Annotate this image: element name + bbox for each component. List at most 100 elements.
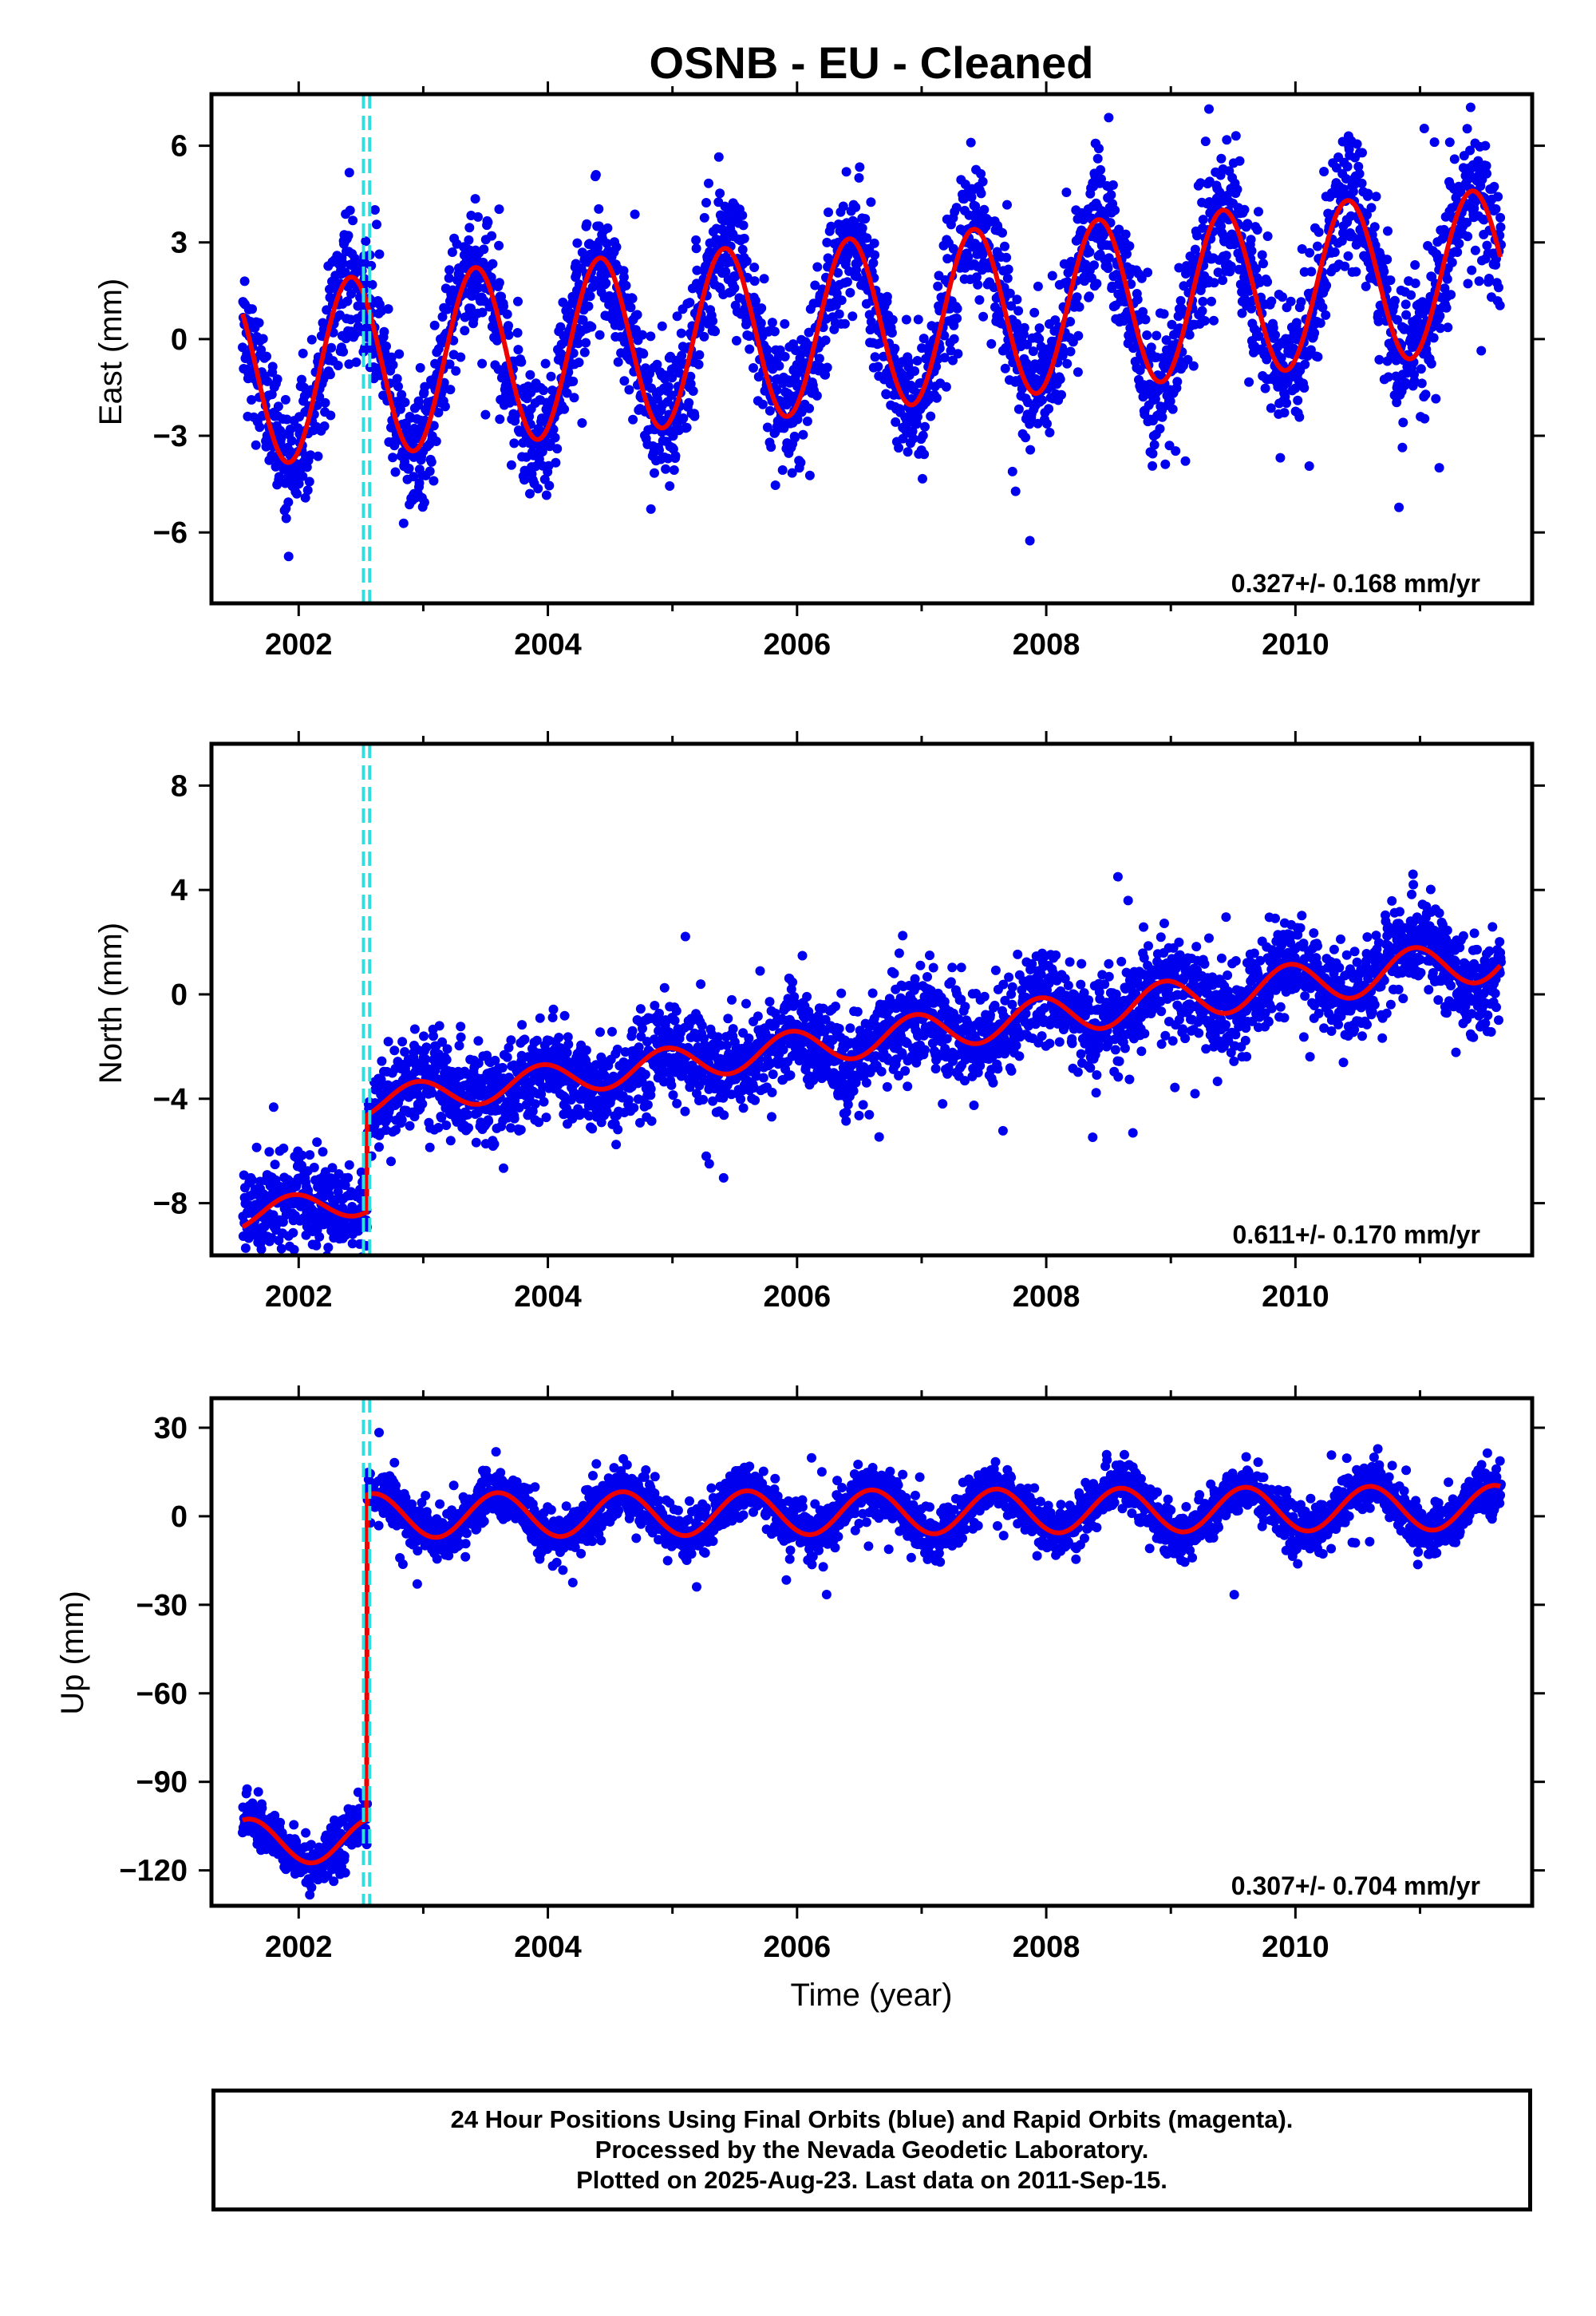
data-point — [513, 345, 523, 355]
data-point — [697, 1021, 707, 1031]
data-point — [548, 425, 559, 435]
y-tick-label: 3 — [171, 227, 188, 260]
data-point — [1373, 316, 1384, 326]
data-point — [866, 197, 876, 207]
data-point — [313, 451, 323, 461]
data-point — [1096, 174, 1106, 184]
data-point — [413, 396, 424, 406]
data-point — [429, 476, 439, 486]
figure-title: OSNB - EU - Cleaned — [650, 38, 1094, 88]
data-point — [429, 320, 440, 330]
data-point — [1244, 377, 1254, 387]
data-point — [283, 551, 294, 562]
data-point — [669, 465, 679, 475]
data-point — [640, 1069, 650, 1080]
data-point — [402, 424, 413, 434]
x-tick-label: 2008 — [1013, 628, 1080, 662]
data-point — [579, 347, 590, 358]
data-point — [1400, 299, 1411, 310]
data-point — [1104, 113, 1114, 123]
data-point — [1246, 235, 1256, 245]
data-point — [1184, 330, 1195, 340]
data-point — [281, 513, 291, 524]
east-rate-label: 0.327+/- 0.168 mm/yr — [1231, 569, 1480, 598]
east-model-line — [240, 188, 1503, 465]
data-point — [577, 418, 587, 428]
data-point — [1443, 322, 1453, 333]
data-point — [1495, 300, 1505, 310]
data-point — [1393, 314, 1402, 325]
data-point — [1482, 240, 1492, 251]
data-point — [1254, 331, 1264, 342]
data-point — [583, 301, 594, 311]
x-tick-label: 2006 — [764, 628, 832, 662]
data-point — [1329, 247, 1340, 257]
data-point — [1057, 389, 1066, 400]
data-point — [562, 1048, 572, 1058]
data-point — [267, 362, 278, 372]
data-point — [395, 404, 405, 414]
data-point — [1192, 231, 1203, 241]
data-point — [1037, 395, 1047, 405]
data-point — [1061, 188, 1072, 197]
data-point — [774, 361, 784, 371]
data-point — [979, 204, 990, 215]
data-point — [948, 355, 958, 366]
data-point — [1106, 190, 1116, 200]
data-point — [710, 326, 721, 337]
data-point — [823, 253, 833, 263]
data-point — [1142, 330, 1152, 340]
data-point — [1319, 167, 1329, 176]
data-point — [1442, 274, 1452, 284]
data-point — [344, 1160, 354, 1170]
data-point — [1379, 267, 1389, 277]
data-point — [907, 426, 918, 437]
data-point — [1279, 408, 1290, 418]
data-point — [1452, 247, 1463, 257]
data-point — [1213, 267, 1223, 278]
data-point — [798, 429, 808, 440]
data-point — [917, 343, 927, 354]
data-point — [497, 1062, 508, 1073]
data-point — [1266, 296, 1277, 306]
data-point — [913, 314, 923, 325]
data-point — [405, 1120, 415, 1131]
data-point — [704, 178, 713, 188]
data-point — [494, 204, 504, 215]
data-point — [1148, 460, 1158, 471]
data-point — [1381, 284, 1392, 294]
data-point — [1321, 280, 1332, 290]
data-point — [544, 480, 555, 491]
data-point — [1179, 281, 1189, 291]
data-point — [1175, 295, 1186, 306]
data-point — [306, 334, 317, 345]
data-point — [547, 1013, 558, 1022]
data-point — [1441, 302, 1452, 313]
data-point — [1172, 377, 1183, 387]
data-point — [441, 1120, 452, 1130]
data-point — [978, 176, 988, 187]
data-point — [663, 453, 674, 464]
data-point — [454, 1041, 464, 1051]
data-point — [755, 966, 765, 976]
data-point — [1416, 378, 1427, 389]
data-point — [341, 334, 351, 344]
data-point — [966, 137, 976, 148]
data-point — [1174, 263, 1184, 273]
data-point — [762, 345, 772, 355]
data-point — [509, 438, 519, 449]
data-point — [1366, 203, 1377, 213]
east-frame — [209, 92, 1535, 606]
data-point — [563, 1039, 574, 1049]
data-point — [1010, 486, 1021, 496]
data-point — [826, 221, 836, 231]
data-point — [1246, 303, 1257, 314]
data-point — [1022, 339, 1033, 350]
data-point — [519, 475, 530, 485]
data-point — [1383, 226, 1393, 236]
data-point — [680, 931, 690, 942]
data-point — [627, 294, 638, 303]
data-point — [551, 457, 561, 468]
data-point — [854, 172, 864, 183]
